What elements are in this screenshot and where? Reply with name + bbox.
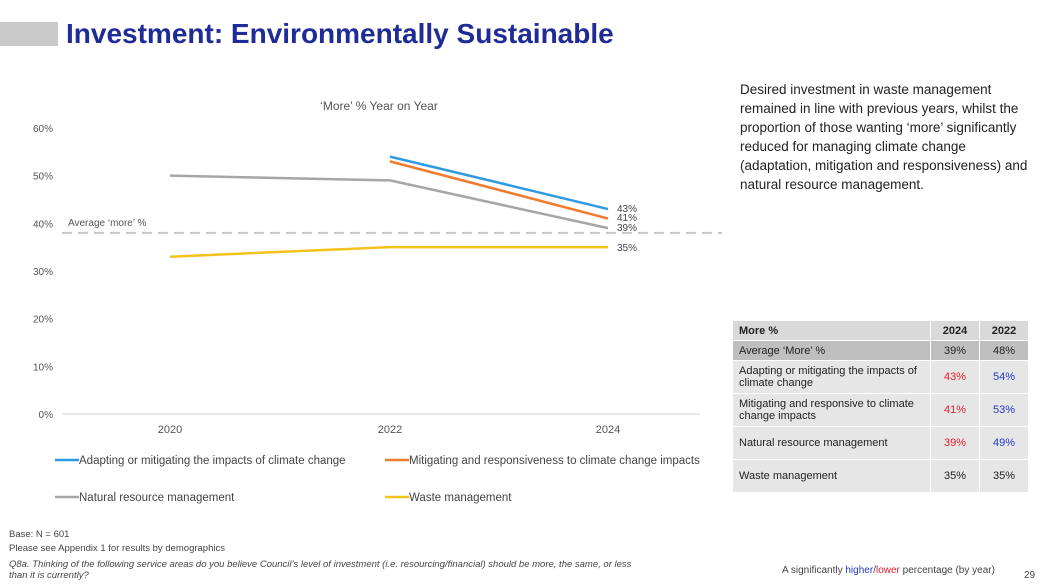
summary-text: Desired investment in waste management r… — [740, 82, 1028, 192]
series-line — [169, 245, 608, 258]
table-row-label: Natural resource management — [732, 426, 931, 460]
x-tick-label: 2024 — [596, 424, 620, 436]
chart-title: ‘More’ % Year on Year — [320, 99, 438, 113]
significance-suffix: percentage (by year) — [902, 565, 995, 576]
table-row: Natural resource management 39% 49% — [732, 426, 1029, 460]
table-cell-2024: 39% — [930, 426, 980, 460]
table-cell-2024: 35% — [930, 459, 980, 493]
page-number: 29 — [1024, 570, 1036, 581]
legend-label: Waste management — [409, 492, 512, 504]
table-row: Adapting or mitigating the impacts of cl… — [732, 360, 1029, 394]
y-tick-label: 0% — [39, 410, 54, 421]
legend-label: Mitigating and responsiveness to climate… — [409, 455, 700, 467]
y-tick-label: 60% — [33, 124, 53, 135]
y-tick-label: 40% — [33, 219, 53, 230]
y-tick-label: 30% — [33, 267, 53, 278]
table-row-label: Average ‘More’ % — [732, 340, 931, 361]
end-data-label: 35% — [617, 243, 637, 254]
series-line — [169, 174, 609, 230]
table-cell-2022: 53% — [979, 393, 1029, 427]
significance-separator: / — [873, 565, 876, 576]
significance-prefix: A significantly — [782, 565, 843, 576]
more-percent-table: More % 2024 2022 Average ‘More’ % 39% 48… — [732, 320, 1029, 493]
table-row-label: Adapting or mitigating the impacts of cl… — [732, 360, 931, 394]
series-line — [389, 155, 609, 211]
table-cell-2022: 49% — [979, 426, 1029, 460]
table-row-label: Waste management — [732, 459, 931, 493]
end-data-label: 43% — [617, 204, 637, 215]
table-header-2022: 2022 — [979, 320, 1029, 341]
table-cell-2024: 43% — [930, 360, 980, 394]
appendix-note: Please see Appendix 1 for results by dem… — [9, 543, 225, 554]
x-tick-label: 2022 — [378, 424, 402, 436]
table-cell-2024: 39% — [930, 340, 980, 361]
significance-higher: higher — [845, 565, 874, 576]
page-title: Investment: Environmentally Sustainable — [66, 18, 614, 49]
table-header-2024: 2024 — [930, 320, 980, 341]
table-cell-2022: 54% — [979, 360, 1029, 394]
legend-label: Adapting or mitigating the impacts of cl… — [79, 455, 346, 467]
significance-lower: lower — [875, 565, 900, 576]
table-header-row: More % 2024 2022 — [732, 320, 1029, 341]
series-line — [389, 160, 609, 220]
y-tick-label: 10% — [33, 362, 53, 373]
table-cell-2024: 41% — [930, 393, 980, 427]
table-row-label: Mitigating and responsive to climate cha… — [732, 393, 931, 427]
table-cell-2022: 48% — [979, 340, 1029, 361]
significance-legend: A significantly higher/lower percentage … — [782, 565, 995, 576]
y-tick-label: 50% — [33, 172, 53, 183]
table-row: Mitigating and responsive to climate cha… — [732, 393, 1029, 427]
title-accent-bar — [0, 22, 58, 46]
table-row: Average ‘More’ % 39% 48% — [732, 340, 1029, 361]
base-note: Base: N = 601 — [9, 529, 70, 540]
question-text: Q8a. Thinking of the following service a… — [9, 559, 632, 581]
table-header-label: More % — [732, 320, 931, 341]
reference-line-label: Average ‘more’ % — [68, 218, 146, 229]
table-row: Waste management 35% 35% — [732, 459, 1029, 493]
legend-label: Natural resource management — [79, 492, 235, 504]
end-data-label: 41% — [617, 213, 637, 224]
table-cell-2022: 35% — [979, 459, 1029, 493]
x-tick-label: 2020 — [158, 424, 182, 436]
end-data-label: 39% — [617, 223, 637, 234]
y-tick-label: 20% — [33, 315, 53, 326]
